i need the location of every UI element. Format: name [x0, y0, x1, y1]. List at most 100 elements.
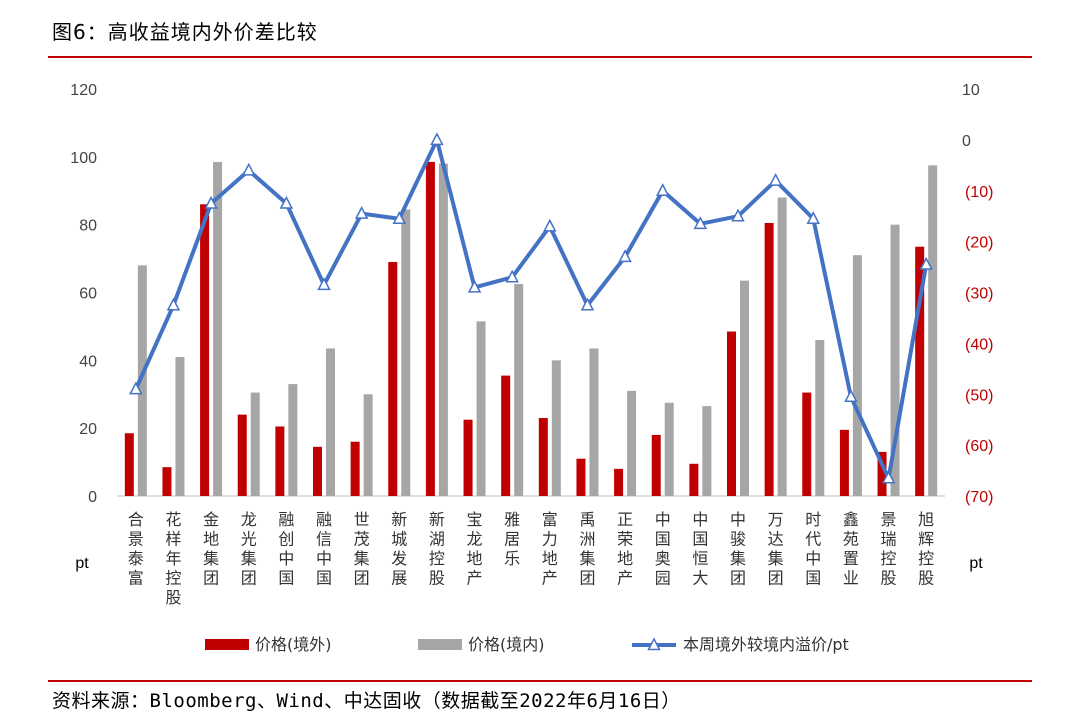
- bar-domestic: [213, 162, 222, 496]
- category-label: 万达集团: [768, 510, 784, 588]
- right-tick-label: (20): [965, 235, 993, 252]
- bar-overseas: [727, 332, 736, 496]
- left-tick-label: 80: [79, 218, 97, 235]
- category-label: 雅居乐: [504, 510, 520, 568]
- legend: 价格(境外) 价格(境内) 本周境外较境内溢价/pt: [205, 635, 849, 654]
- bar-domestic: [175, 357, 184, 496]
- bar-overseas: [200, 204, 209, 496]
- category-label: 中国奥园: [655, 510, 671, 588]
- spread-point-marker: [657, 185, 668, 196]
- bar-domestic: [589, 348, 598, 496]
- bar-overseas: [464, 420, 473, 496]
- bar-overseas: [351, 442, 360, 496]
- bar-overseas: [501, 376, 510, 496]
- category-label: 中骏集团: [730, 510, 746, 588]
- bar-domestic: [627, 391, 636, 496]
- bar-domestic: [665, 403, 674, 496]
- legend-label-domestic: 价格(境内): [468, 635, 545, 654]
- right-tick-label: (10): [965, 184, 993, 201]
- spread-point-marker: [544, 220, 555, 231]
- category-label: 鑫苑置业: [843, 510, 859, 588]
- right-tick-label: (50): [965, 387, 993, 404]
- right-tick-label: 10: [962, 82, 980, 99]
- category-label: 新湖控股: [429, 510, 445, 588]
- category-label: 龙光集团: [241, 510, 257, 588]
- right-axis-unit: pt: [969, 555, 983, 572]
- category-label: 世茂集团: [354, 510, 370, 588]
- bar-overseas: [840, 430, 849, 496]
- bar-domestic: [552, 360, 561, 496]
- bar-domestic: [815, 340, 824, 496]
- bar-domestic: [514, 284, 523, 496]
- right-tick-label: (30): [965, 286, 993, 303]
- bar-domestic: [326, 348, 335, 496]
- bar-overseas: [765, 223, 774, 496]
- category-label: 景瑞控股: [881, 510, 897, 588]
- bar-domestic: [401, 209, 410, 496]
- right-tick-label: 0: [962, 133, 971, 150]
- category-label: 正荣地产: [617, 510, 633, 588]
- bar-overseas: [689, 464, 698, 496]
- bar-overseas: [238, 415, 247, 496]
- bar-overseas: [275, 426, 284, 496]
- bar-overseas: [576, 459, 585, 496]
- bar-overseas: [125, 433, 134, 496]
- category-label: 中国恒大: [692, 510, 708, 588]
- spread-point-marker: [168, 299, 179, 310]
- left-tick-label: 120: [70, 82, 97, 99]
- legend-swatch-domestic: [418, 639, 462, 650]
- right-tick-label: (70): [965, 489, 993, 506]
- category-label: 时代中国: [805, 510, 821, 588]
- category-label: 富力地产: [542, 510, 558, 588]
- bar-overseas: [802, 393, 811, 496]
- bar-overseas: [162, 467, 171, 496]
- bar-domestic: [853, 255, 862, 496]
- source-note: 资料来源：Bloomberg、Wind、中达固收（数据截至2022年6月16日）: [52, 686, 681, 713]
- bar-domestic: [251, 393, 260, 496]
- bar-overseas: [539, 418, 548, 496]
- bar-overseas: [614, 469, 623, 496]
- category-label: 金地集团: [203, 510, 219, 588]
- category-label: 融创中国: [278, 510, 294, 588]
- category-label: 融信中国: [316, 510, 332, 588]
- chart-svg: 020406080100120 (70)(60)(50)(40)(30)(20)…: [0, 0, 1080, 680]
- spread-point-marker: [243, 164, 254, 175]
- left-axis-unit: pt: [75, 555, 89, 572]
- category-label: 宝龙地产: [467, 510, 483, 588]
- bar-domestic: [778, 198, 787, 496]
- spread-point-marker: [431, 134, 442, 145]
- legend-swatch-overseas: [205, 639, 249, 650]
- bar-overseas: [388, 262, 397, 496]
- spread-line-group: [130, 134, 931, 483]
- bar-domestic: [477, 321, 486, 496]
- bar-domestic: [740, 281, 749, 496]
- bar-overseas: [426, 162, 435, 496]
- bars-group: [125, 162, 937, 496]
- bar-domestic: [702, 406, 711, 496]
- left-axis-ticks: 0 20 40 60 80 100 120: [70, 82, 97, 506]
- legend-label-spread: 本周境外较境内溢价/pt: [683, 635, 849, 654]
- category-label: 旭辉控股: [918, 510, 934, 588]
- bar-domestic: [439, 164, 448, 496]
- bar-overseas: [652, 435, 661, 496]
- category-label: 花样年控股: [165, 510, 181, 607]
- category-labels: 合景泰富 花样年控股 金地集团 龙光集团 融创中国 融信中国 世茂集团 新城发展 新湖控股 宝龙地…: [128, 510, 934, 607]
- left-tick-label: 40: [79, 353, 97, 370]
- category-label: 禹洲集团: [579, 510, 595, 588]
- right-tick-label: (40): [965, 336, 993, 353]
- bar-domestic: [364, 394, 373, 496]
- category-label: 合景泰富: [128, 510, 144, 588]
- bar-domestic: [928, 165, 937, 496]
- bottom-rule: [48, 680, 1032, 682]
- right-axis-ticks: (70) (60) (50) (40) (30) (20) (10) 0 10: [962, 82, 993, 506]
- left-tick-label: 0: [88, 489, 97, 506]
- bar-overseas: [313, 447, 322, 496]
- left-tick-label: 20: [79, 421, 97, 438]
- legend-label-overseas: 价格(境外): [255, 635, 332, 654]
- left-tick-label: 100: [70, 150, 97, 167]
- category-label: 新城发展: [391, 510, 407, 588]
- spread-point-marker: [770, 175, 781, 186]
- right-tick-label: (60): [965, 438, 993, 455]
- left-tick-label: 60: [79, 286, 97, 303]
- bar-domestic: [288, 384, 297, 496]
